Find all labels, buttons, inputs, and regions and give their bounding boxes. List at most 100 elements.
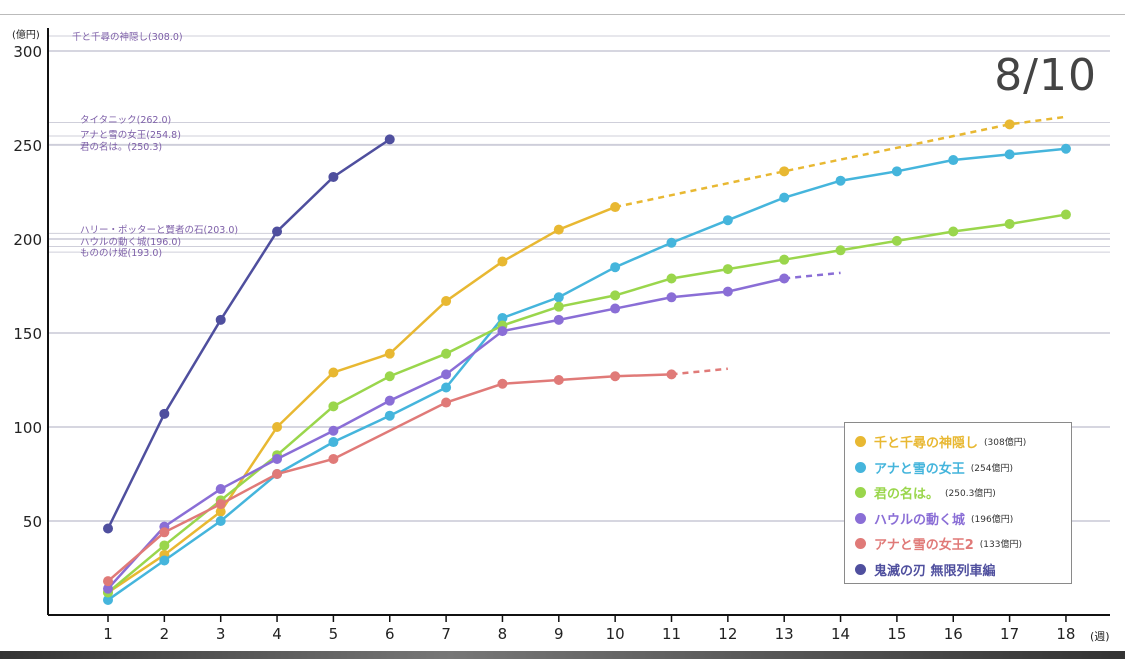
data-point: [553, 301, 564, 312]
data-point: [666, 292, 677, 303]
x-tick-label: 14: [831, 625, 850, 643]
y-tick-label: 200: [13, 231, 42, 249]
data-point: [666, 273, 677, 284]
y-tick-label: 300: [13, 43, 42, 61]
x-tick-label: 3: [216, 625, 226, 643]
legend-item: 鬼滅の刃 無限列車編: [855, 557, 1061, 583]
data-point: [722, 286, 733, 297]
legend-series-name: 鬼滅の刃 無限列車編: [874, 563, 996, 579]
x-tick-label: 8: [498, 625, 508, 643]
legend-item: アナと雪の女王2 (133億円): [855, 531, 1061, 557]
legend-series-name: アナと雪の女王: [874, 461, 965, 477]
data-point: [610, 303, 621, 314]
data-point: [553, 224, 564, 235]
legend-series-name: アナと雪の女王2: [874, 538, 974, 554]
data-point: [891, 235, 902, 246]
data-point: [328, 453, 339, 464]
x-tick-label: 2: [160, 625, 170, 643]
data-point: [441, 382, 452, 393]
x-tick-label: 10: [606, 625, 625, 643]
chart-legend: 千と千尋の神隠し (308億円) アナと雪の女王 (254億円) 君の名は。 (250.3…: [844, 422, 1072, 584]
data-point: [328, 437, 339, 448]
reference-label: ハリー・ポッターと賢者の石(203.0): [80, 225, 238, 236]
legend-marker-icon: [855, 563, 866, 575]
data-point: [948, 226, 959, 237]
x-tick-label: 5: [329, 625, 339, 643]
data-point: [441, 296, 452, 307]
data-point: [1004, 149, 1015, 160]
data-point: [384, 348, 395, 359]
data-point: [610, 371, 621, 382]
x-tick-label: 15: [887, 625, 906, 643]
legend-series-name: 千と千尋の神隠し: [874, 436, 979, 452]
series-projection-line: [671, 367, 728, 376]
data-point: [497, 312, 508, 323]
data-point: [159, 540, 170, 551]
data-point: [948, 155, 959, 166]
page-indicator: 8/10: [994, 50, 1097, 101]
data-point: [666, 369, 677, 380]
data-point: [1060, 143, 1071, 154]
reference-label: もののけ姫(193.0): [80, 247, 162, 259]
data-point: [722, 215, 733, 226]
data-point: [610, 290, 621, 301]
data-point: [553, 375, 564, 385]
y-tick-label: 50: [23, 513, 42, 531]
data-point: [835, 245, 846, 256]
x-tick-label: 18: [1056, 625, 1075, 643]
y-tick-label: 100: [13, 419, 42, 437]
data-point: [215, 484, 226, 495]
legend-marker-icon: [855, 538, 866, 550]
data-point: [666, 237, 677, 248]
data-point: [779, 192, 790, 203]
data-point: [384, 371, 395, 382]
data-point: [103, 576, 113, 587]
legend-item: 君の名は。 (250.3億円): [855, 480, 1061, 506]
legend-item: ハウルの動く城 (196億円): [855, 506, 1061, 532]
data-point: [891, 166, 902, 177]
bottom-edge-bar: [0, 651, 1125, 659]
projected-data-point: [779, 166, 790, 177]
data-point: [215, 314, 226, 325]
data-point: [215, 499, 226, 510]
reference-label: 君の名は。(250.3): [80, 141, 162, 153]
y-axis-unit: (億円): [12, 28, 40, 41]
legend-marker-icon: [855, 512, 866, 524]
x-tick-label: 13: [775, 625, 794, 643]
data-point: [103, 523, 113, 534]
x-tick-label: 12: [718, 625, 737, 643]
data-point: [779, 254, 790, 265]
data-point: [722, 264, 733, 275]
data-point: [159, 555, 170, 566]
legend-marker-icon: [855, 487, 866, 499]
data-point: [272, 453, 283, 464]
series-line: [107, 373, 672, 583]
legend-series-total: (308億円): [984, 438, 1027, 449]
y-tick-label: 250: [13, 137, 42, 155]
data-point: [441, 348, 452, 359]
series-projection-line: [614, 115, 1067, 209]
data-point: [215, 516, 226, 526]
x-tick-label: 11: [662, 625, 681, 643]
x-tick-label: 6: [385, 625, 395, 643]
data-point: [215, 506, 226, 517]
legend-marker-icon: [855, 436, 866, 448]
data-point: [103, 583, 113, 594]
data-point: [384, 395, 395, 406]
data-point: [328, 171, 339, 182]
x-axis-unit: (週): [1090, 630, 1110, 643]
legend-series-total: (254億円): [970, 463, 1013, 474]
legend-marker-icon: [855, 461, 866, 473]
projected-data-point: [1004, 119, 1015, 130]
data-point: [1060, 209, 1071, 220]
reference-label: アナと雪の女王(254.8): [80, 129, 181, 141]
legend-series-total: (196億円): [971, 514, 1014, 525]
data-point: [384, 134, 395, 145]
x-tick-label: 16: [944, 625, 963, 643]
data-point: [553, 314, 564, 325]
series-line: [107, 277, 785, 590]
data-point: [497, 326, 508, 337]
data-point: [441, 397, 452, 408]
data-point: [272, 226, 283, 237]
